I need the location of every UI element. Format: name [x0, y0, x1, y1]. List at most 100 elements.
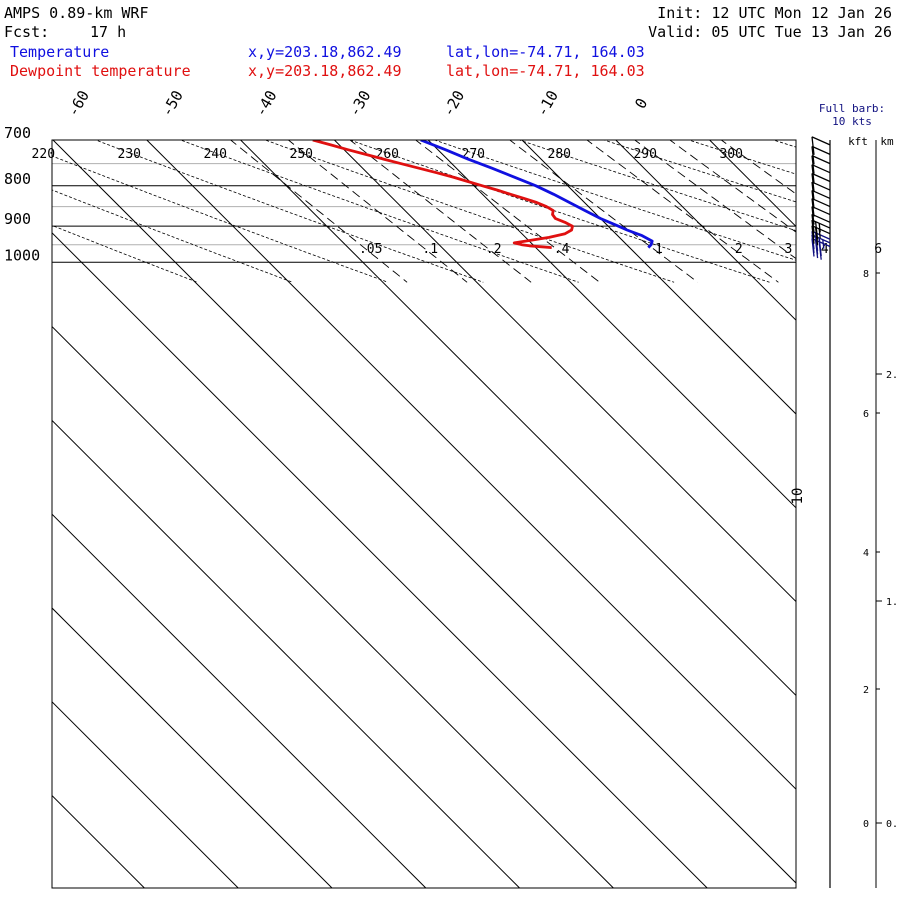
kft-tick-label: 4 — [863, 548, 869, 559]
temperature-latlon: lat,lon=-74.71, 164.03 — [446, 43, 645, 61]
isotherm-line — [427, 140, 796, 509]
theta-label: 280 — [548, 147, 571, 162]
isotherm-line — [146, 140, 796, 790]
barb-shaft — [811, 225, 831, 235]
dry-adiabat-line — [179, 140, 579, 283]
isotherm-line — [52, 513, 427, 888]
barb-feather — [811, 173, 815, 192]
mixing-ratio-line — [287, 140, 468, 283]
temperature-tick-label: -60 — [64, 87, 93, 119]
dewpoint-xy: x,y=203.18,862.49 — [248, 62, 402, 80]
isotherm-line — [52, 419, 520, 888]
km-tick-label: 1. — [886, 597, 898, 608]
barb-shaft — [811, 136, 831, 146]
dewpoint-profile — [312, 140, 574, 249]
temperature-profile — [420, 140, 654, 249]
theta-label: 230 — [118, 147, 141, 162]
dewpoint-legend: Dewpoint temperature — [10, 62, 191, 80]
temperature-tick-label: -20 — [439, 87, 468, 119]
barb-legend-line2: 10 kts — [832, 115, 872, 128]
wind-barb — [811, 213, 831, 233]
temperature-tick-label: -50 — [158, 87, 187, 119]
barb-shaft — [811, 189, 831, 200]
mixing-ratio-label: .1 — [422, 242, 438, 257]
barb-feather — [811, 146, 815, 165]
mixing-ratio-line — [509, 140, 698, 283]
isotherm-line — [240, 140, 796, 697]
mixing-ratio-line — [669, 140, 796, 233]
forecast-hour-value: 17 h — [90, 23, 127, 41]
km-label: km — [880, 135, 894, 148]
theta-label: 300 — [719, 147, 742, 162]
barb-legend-line1: Full barb: — [819, 102, 885, 115]
wind-panel: Full barb: 10 kts kft km 10 — [790, 102, 894, 888]
temperature-tick-label: 0 — [631, 95, 651, 112]
forecast-hour-label: Fcst: — [4, 23, 50, 41]
kft-tick-label: 6 — [863, 409, 869, 420]
wind-scale-label: 10 — [790, 488, 806, 505]
mixing-ratio-label: 1 — [655, 242, 663, 257]
mixing-ratio-line — [229, 140, 408, 283]
barb-feather — [811, 206, 815, 225]
isotherm-line — [52, 701, 239, 888]
kft-tick-label: 8 — [863, 269, 869, 280]
init-time: Init: 12 UTC Mon 12 Jan 26 — [657, 4, 892, 22]
dry-adiabat-line — [826, 130, 900, 282]
temperature-tick-label: -40 — [252, 87, 281, 119]
temperature-tick-label: -10 — [533, 87, 562, 119]
temperature-xy: x,y=203.18,862.49 — [248, 43, 402, 61]
barb-feather — [811, 181, 815, 201]
pressure-label: 900 — [4, 210, 31, 228]
dry-adiabat-line — [94, 140, 484, 283]
wind-barb — [811, 189, 831, 209]
barb-feather — [818, 238, 822, 257]
barb-feather — [811, 155, 815, 174]
isotherm-line — [52, 140, 796, 884]
kft-label: kft — [848, 135, 868, 148]
dry-adiabat-line — [518, 140, 796, 232]
wind-barb — [811, 172, 831, 192]
wind-barb — [811, 205, 831, 225]
wind-barbs — [811, 136, 831, 260]
wind-barb — [811, 145, 831, 165]
height-ticks: 8 6 4 2 0 2. 1. 0. — [863, 269, 898, 830]
kft-tick-label: 2 — [863, 685, 869, 696]
isotherm-line — [334, 140, 796, 603]
barb-shaft — [811, 234, 831, 244]
dry-adiabat-line — [687, 140, 796, 175]
mixing-ratio-line — [349, 140, 532, 283]
wind-barb — [811, 197, 831, 217]
mixing-ratio-label: 6 — [874, 242, 882, 257]
theta-label: 250 — [290, 147, 313, 162]
wind-barb — [811, 164, 831, 183]
valid-time: Valid: 05 UTC Tue 13 Jan 26 — [648, 23, 892, 41]
pressure-label: 700 — [4, 124, 31, 142]
isotherm-line — [52, 325, 614, 888]
barb-shaft — [811, 230, 831, 240]
barb-shaft — [811, 155, 831, 165]
kft-tick-label: 0 — [863, 819, 869, 830]
theta-label: 240 — [204, 147, 227, 162]
barb-half-feather — [822, 239, 825, 249]
wind-barb — [811, 155, 831, 174]
barb-shaft — [811, 219, 831, 229]
wind-barb — [811, 136, 831, 155]
mixing-ratio-label: .2 — [486, 242, 502, 257]
barb-shaft — [811, 213, 831, 223]
pressure-label: 1000 — [4, 246, 40, 264]
barb-feather — [811, 198, 815, 217]
mixing-ratio-line — [586, 140, 779, 283]
barb-shaft — [811, 197, 831, 208]
mixing-ratio-label: 3 — [784, 242, 792, 257]
barb-shaft — [811, 172, 831, 183]
dry-adiabat-line — [52, 224, 198, 283]
temperature-tick-label: -30 — [345, 87, 374, 119]
dewpoint-latlon: lat,lon=-74.71, 164.03 — [446, 62, 645, 80]
temperature-legend: Temperature — [10, 43, 110, 61]
plot-frame — [51, 139, 797, 889]
pressure-labels: 700 800 900 1000 — [4, 124, 40, 264]
barb-feather — [811, 136, 815, 155]
barb-half-feather — [818, 223, 821, 233]
km-tick-label: 2. — [886, 370, 898, 381]
